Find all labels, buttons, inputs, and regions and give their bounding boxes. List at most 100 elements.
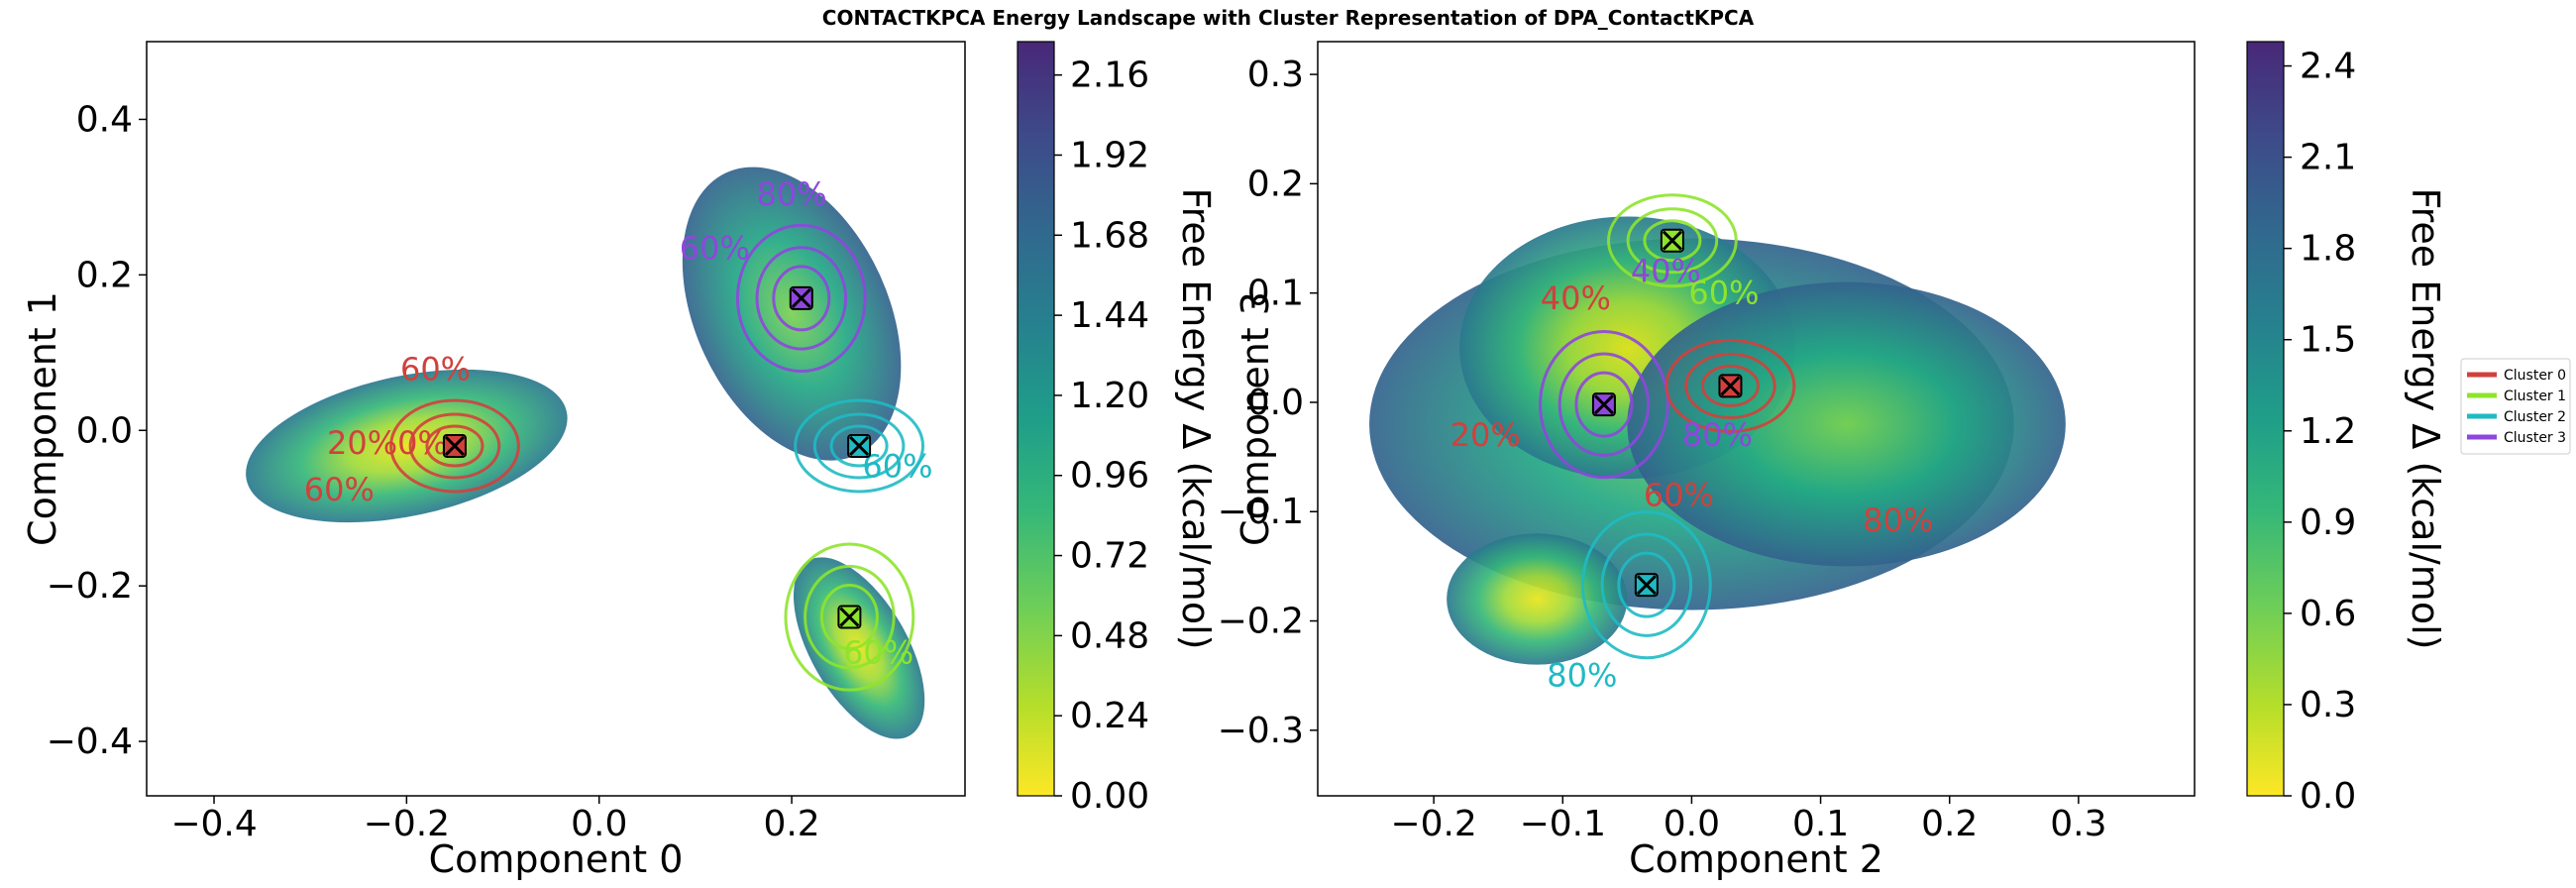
cluster-center-marker	[789, 285, 813, 310]
x-tick-label: −0.1	[1520, 804, 1606, 844]
colorbar-tick-label: 1.20	[1070, 376, 1149, 416]
colorbar-tick-label: 0.0	[2300, 776, 2356, 817]
x-tick-label: 0.0	[571, 804, 627, 844]
contour-line	[1700, 364, 1760, 407]
y-axis-label: Component 3	[1234, 291, 1277, 546]
colorbar-tick-label: 0.6	[2300, 594, 2356, 634]
contour-line	[735, 223, 867, 373]
legend: Cluster 0 Cluster 1 Cluster 2 Cluster 3	[2460, 358, 2571, 455]
landscape-region	[1447, 533, 1628, 665]
legend-label: Cluster 2	[2504, 409, 2566, 425]
cluster-center-marker	[1634, 573, 1659, 598]
y-tick-label: 0.2	[76, 255, 133, 295]
colorbar-tick-label: 0.72	[1070, 536, 1149, 577]
contour-label: 60%	[304, 471, 375, 508]
contour-line	[1643, 219, 1702, 263]
contour-line	[1684, 352, 1776, 419]
contour-label: 60%	[1644, 477, 1714, 514]
colorbar-tick-label: 2.1	[2300, 138, 2356, 178]
contour-label: 80%	[1863, 501, 1933, 539]
colorbar-tick-label: 0.3	[2300, 685, 2356, 725]
x-tick-label: −0.2	[1390, 804, 1476, 844]
x-tick-label: 0.2	[763, 804, 819, 844]
energy-landscape-1: 40% 40% 20% 60% 60% 80% 80% 80%	[1369, 193, 2066, 695]
contour-line	[755, 246, 848, 351]
cluster-center-marker	[837, 605, 862, 629]
x-axis-label: Component 2	[1629, 837, 1883, 881]
y-tick-label: 0.4	[76, 99, 133, 140]
contour-label: 40%	[1631, 253, 1701, 290]
colorbar-tick-label: 0.00	[1070, 776, 1149, 817]
contour-line	[425, 424, 484, 468]
colorbar-tick-label: 1.2	[2300, 411, 2356, 452]
contour-line	[1617, 551, 1676, 618]
cluster-center-marker	[1718, 374, 1743, 398]
colorbar-label: Free Energy Δ (kcal/mol)	[1174, 188, 1218, 650]
legend-label: Cluster 0	[2504, 368, 2566, 384]
contour-line	[1607, 193, 1738, 288]
contour-line	[1574, 371, 1634, 438]
panel-1: 40% 40% 20% 60% 60% 80% 80% 80% −0.2 −0.1 0.0 0.1 0.…	[1218, 41, 2447, 881]
x-tick-label: 0.0	[1664, 804, 1720, 844]
x-tick-label: 0.3	[2050, 804, 2106, 844]
colorbar-tick-label: 1.92	[1070, 135, 1149, 175]
axes-frame	[1317, 41, 2196, 797]
x-tick-label: −0.4	[170, 804, 257, 844]
contour-line	[804, 564, 896, 670]
contour-label: 80%	[1682, 416, 1753, 454]
contour-label: 60%	[1688, 275, 1759, 312]
cluster-center-marker	[1660, 228, 1684, 253]
contour-line	[784, 542, 915, 692]
y-tick-label: −0.2	[1218, 602, 1304, 642]
contour-label: 20%0%	[327, 424, 448, 462]
x-tick-label: 0.2	[1921, 804, 1978, 844]
panel-0: 60%20%0%60%80%60%60%60%−0.4 −0.2 0.0 0.2−0.…	[21, 41, 1218, 881]
colorbar-label: Free Energy Δ (kcal/mol)	[2404, 188, 2447, 650]
y-tick-label: 0.2	[1247, 164, 1304, 204]
contour-line	[812, 412, 906, 480]
contour-line	[389, 398, 520, 494]
x-tick-label: −0.2	[364, 804, 450, 844]
landscape-region	[682, 166, 902, 461]
contour-line	[1557, 352, 1651, 457]
colorbar-tick-label: 1.68	[1070, 215, 1149, 256]
legend-label: Cluster 1	[2504, 388, 2566, 404]
cluster-center-marker	[847, 433, 872, 458]
colorbar	[1017, 41, 1055, 797]
contour-label: 80%	[757, 175, 827, 213]
legend-label: Cluster 3	[2504, 430, 2566, 446]
colorbar-tick-label: 0.9	[2300, 502, 2356, 543]
contour-line	[1664, 338, 1796, 433]
contour-label: 40%	[1541, 279, 1611, 317]
x-axis-label: Component 0	[429, 837, 684, 881]
y-tick-label: −0.1	[1218, 492, 1304, 532]
colorbar-tick-label: 1.44	[1070, 295, 1149, 336]
contour-line	[408, 412, 501, 480]
contour-line	[1600, 532, 1693, 637]
axes-frame	[146, 41, 966, 797]
energy-landscape-0: 60%20%0%60%80%60%60%60%	[246, 166, 933, 739]
contour-label: 60%	[400, 350, 471, 388]
y-tick-label: 0.0	[1247, 383, 1304, 423]
colorbar-tick-label: 0.24	[1070, 696, 1149, 736]
figure-title: CONTACTKPCA Energy Landscape with Cluste…	[821, 6, 1755, 30]
contour-line	[772, 265, 831, 332]
contour-label: 60%	[843, 634, 913, 672]
contour-label: 20%	[1450, 416, 1521, 454]
cluster-center-marker	[1591, 392, 1616, 417]
colorbar-tick-label: 0.96	[1070, 456, 1149, 497]
contour-line	[1580, 510, 1712, 660]
contour-label: 80%	[1547, 657, 1617, 695]
contour-line	[1626, 207, 1719, 275]
colorbar-tick-label: 1.8	[2300, 229, 2356, 270]
contour-label: 60%	[862, 447, 932, 485]
x-tick-label: 0.1	[1792, 804, 1849, 844]
contour-line	[829, 424, 889, 468]
colorbar	[2246, 41, 2285, 797]
colorbar-tick-label: 2.4	[2300, 47, 2356, 87]
contour-line	[819, 584, 879, 651]
y-tick-label: 0.1	[1247, 274, 1304, 314]
y-axis-label: Component 1	[21, 291, 64, 546]
legend-frame	[2460, 358, 2571, 455]
